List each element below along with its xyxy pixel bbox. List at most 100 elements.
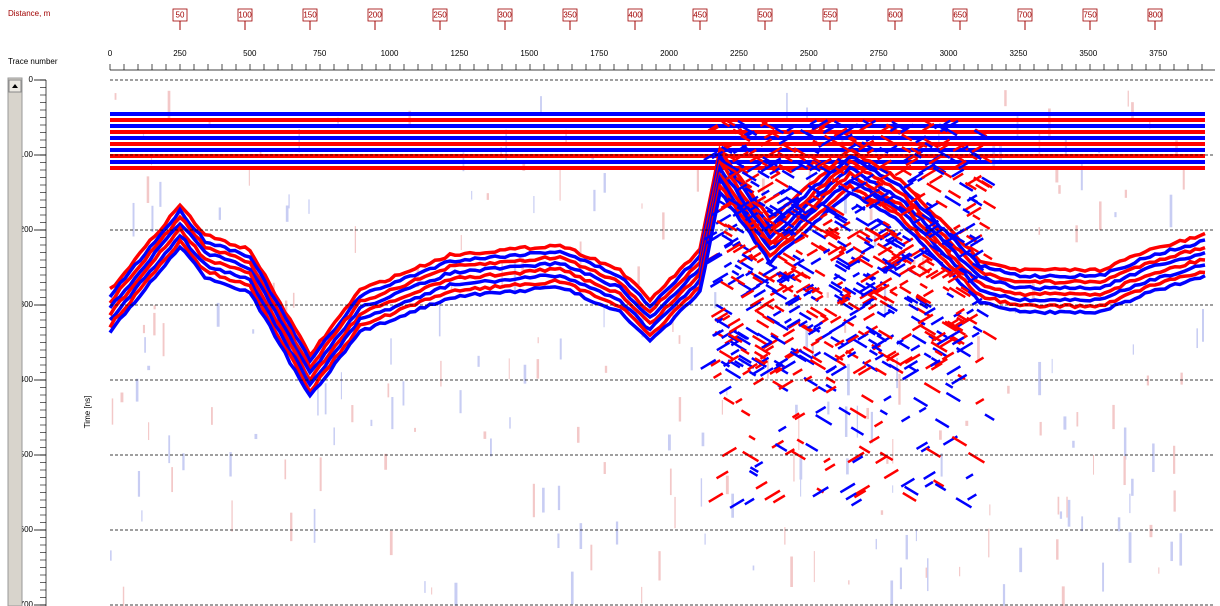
diffraction	[754, 344, 771, 356]
diffraction	[852, 287, 865, 296]
diffraction	[939, 125, 949, 133]
diffraction	[724, 368, 742, 380]
noise	[787, 202, 790, 214]
diffraction	[881, 124, 891, 132]
diffraction	[931, 331, 946, 342]
diffraction	[806, 323, 814, 330]
diffraction	[925, 447, 942, 458]
diffraction	[744, 497, 755, 506]
diffraction	[767, 146, 783, 157]
diffraction	[845, 247, 854, 255]
diffraction	[740, 409, 751, 417]
noise	[317, 384, 319, 416]
diffraction	[815, 405, 827, 414]
noise	[153, 312, 156, 336]
diffraction	[928, 154, 943, 165]
diffraction	[906, 295, 919, 305]
noise	[678, 397, 682, 422]
diffraction	[788, 304, 801, 314]
noise	[284, 300, 288, 314]
noise	[1055, 166, 1059, 183]
diffraction	[746, 203, 764, 215]
diffraction	[777, 151, 793, 163]
diffraction	[843, 318, 855, 327]
time-tick-label: 600	[20, 525, 34, 534]
noise	[218, 207, 221, 220]
noise	[424, 581, 426, 593]
diffraction	[792, 203, 805, 212]
noise	[314, 354, 316, 360]
diffraction	[887, 308, 896, 315]
diffraction	[876, 191, 890, 201]
diffraction	[853, 489, 867, 499]
diffraction	[815, 191, 826, 199]
diffraction	[807, 184, 821, 194]
diffraction	[971, 144, 984, 153]
diffraction	[792, 368, 803, 376]
diffraction	[889, 232, 903, 242]
diffraction	[876, 153, 887, 161]
diffraction	[882, 220, 890, 227]
diffraction	[925, 219, 940, 230]
diffraction	[754, 357, 766, 366]
diffraction	[918, 257, 931, 267]
diffraction	[913, 248, 930, 260]
diffraction	[864, 191, 877, 201]
diffraction	[883, 395, 892, 402]
diffraction	[903, 360, 919, 371]
diffraction	[867, 338, 878, 346]
diffraction	[807, 326, 822, 336]
diffraction	[982, 200, 997, 210]
diffraction	[938, 138, 951, 148]
diffraction	[773, 359, 786, 369]
diffraction	[901, 205, 917, 216]
noise	[111, 398, 114, 425]
diffraction	[714, 318, 731, 329]
diffraction	[778, 379, 794, 391]
noise	[438, 304, 441, 337]
noise	[1102, 562, 1105, 592]
diffraction	[902, 491, 917, 503]
scrollbar[interactable]	[7, 77, 23, 606]
diffraction	[717, 142, 732, 152]
diffraction	[918, 302, 929, 310]
band	[110, 166, 1205, 170]
diffraction	[923, 352, 932, 359]
noise	[557, 533, 560, 549]
diffraction	[720, 199, 734, 209]
diffraction	[913, 396, 929, 408]
diffraction	[934, 482, 947, 492]
diffraction	[948, 264, 964, 275]
diffraction	[812, 194, 822, 203]
diffraction	[877, 172, 892, 182]
diffraction	[778, 282, 794, 293]
diffraction	[966, 206, 982, 218]
diffraction	[723, 160, 740, 172]
diffraction	[753, 273, 770, 285]
diffraction	[733, 360, 744, 368]
noise	[1007, 385, 1010, 394]
diffraction	[919, 282, 928, 290]
diffraction	[809, 119, 818, 126]
noise	[899, 567, 902, 590]
diffraction	[793, 352, 808, 363]
distance-tick-label: 650	[953, 11, 967, 20]
noise	[1099, 201, 1102, 231]
diffraction	[917, 313, 934, 325]
diffraction	[747, 362, 758, 371]
diffraction	[798, 349, 814, 360]
diffraction	[935, 337, 949, 347]
diffraction	[847, 301, 861, 311]
diffraction	[713, 328, 724, 337]
diffraction	[827, 241, 840, 250]
diffraction	[930, 362, 943, 371]
diffraction	[833, 120, 844, 128]
diffraction	[792, 258, 805, 268]
diffraction	[754, 460, 764, 468]
diffraction	[770, 334, 786, 346]
noise	[114, 93, 117, 100]
noise	[1180, 372, 1183, 385]
diffraction	[911, 334, 927, 345]
diffraction	[796, 438, 805, 445]
diffraction	[735, 176, 753, 189]
